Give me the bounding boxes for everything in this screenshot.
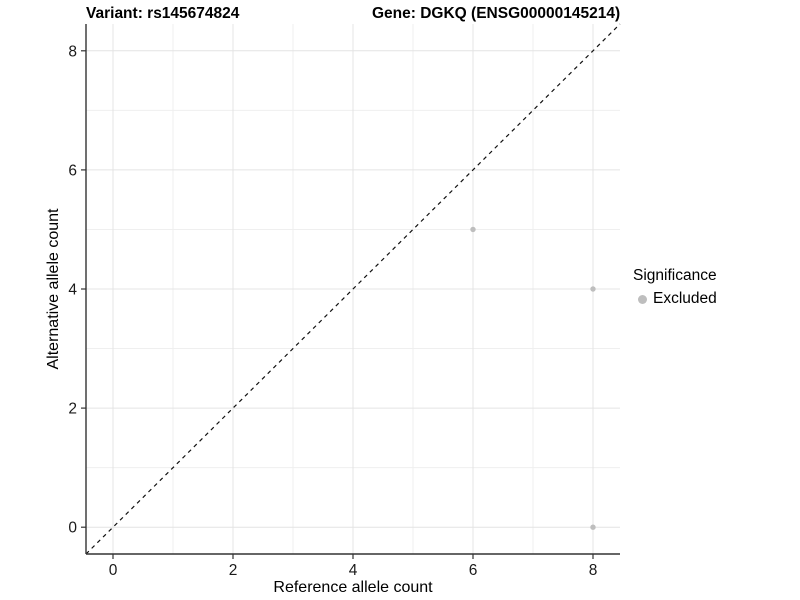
plot-title-gene: Gene: DGKQ (ENSG00000145214) bbox=[372, 5, 621, 22]
y-axis-title: Alternative allele count bbox=[45, 208, 62, 370]
y-tick-label: 4 bbox=[68, 282, 77, 299]
legend-title: Significance bbox=[633, 267, 717, 284]
data-point bbox=[590, 286, 596, 292]
y-tick-label: 0 bbox=[68, 520, 77, 537]
x-tick-label: 8 bbox=[589, 562, 598, 579]
x-tick-label: 0 bbox=[109, 562, 118, 579]
legend: Significance Excluded bbox=[633, 267, 717, 308]
y-tick-label: 8 bbox=[68, 43, 77, 60]
x-tick-label: 4 bbox=[349, 562, 358, 579]
plot-title-variant: Variant: rs145674824 bbox=[86, 5, 240, 22]
x-tick-label: 6 bbox=[469, 562, 478, 579]
x-axis-title: Reference allele count bbox=[273, 579, 433, 596]
excluded-point-icon bbox=[638, 294, 647, 304]
legend-item-label: Excluded bbox=[653, 290, 717, 307]
y-tick-label: 2 bbox=[68, 401, 77, 418]
y-tick-label: 6 bbox=[68, 162, 77, 179]
data-point bbox=[470, 226, 476, 233]
x-tick-label: 2 bbox=[229, 562, 238, 579]
data-point bbox=[590, 524, 596, 530]
legend-item-excluded: Excluded bbox=[633, 290, 717, 308]
identity-line bbox=[85, 23, 621, 555]
